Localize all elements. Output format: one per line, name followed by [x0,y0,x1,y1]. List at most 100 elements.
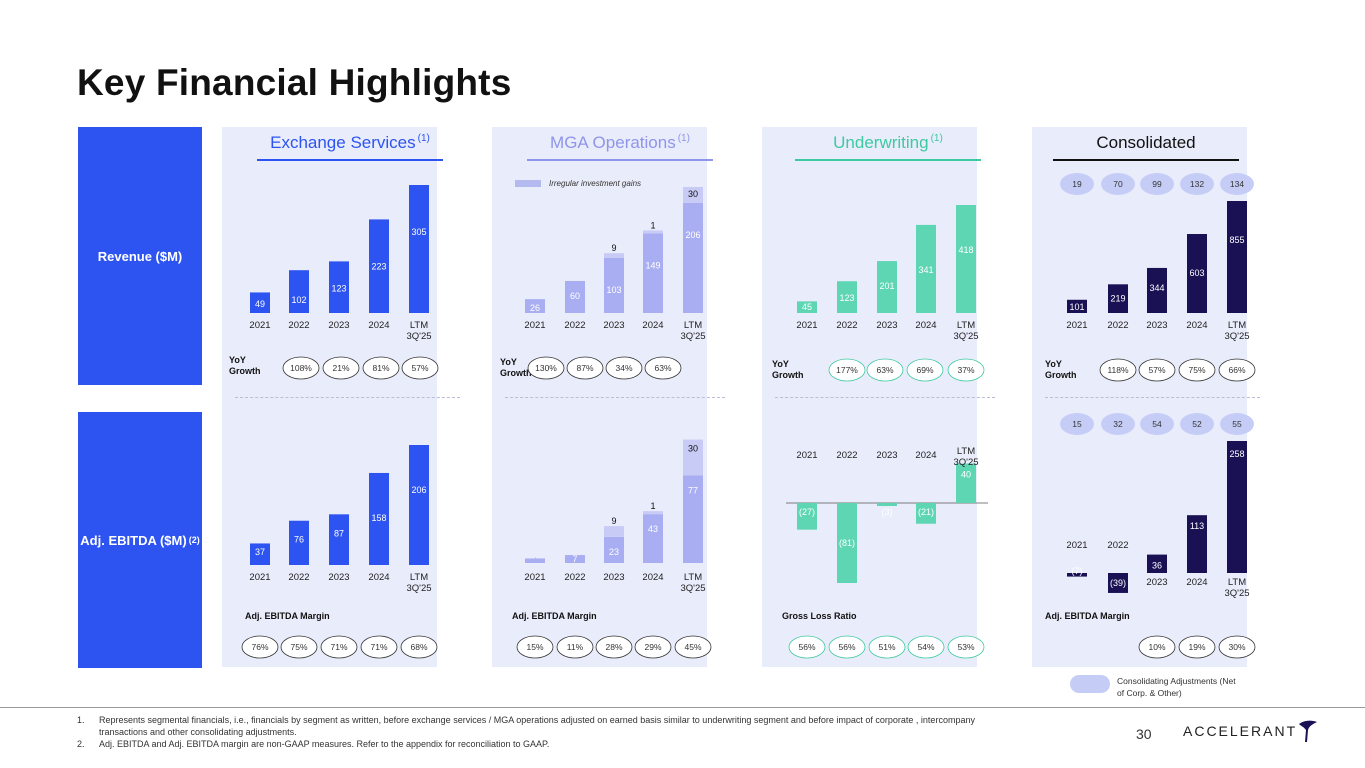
exchange-margin-oval: 71% [360,635,398,659]
mga-ebitda-label: 4 [533,558,537,564]
underwriting-revenue-bar [797,301,817,313]
exchange-category-label: 3Q'25 [406,583,431,594]
consolidated-yoy-oval: 66% [1218,358,1256,382]
exchange-ebitda-label: 76 [294,535,304,545]
mga-irregular-label: 9 [611,243,616,253]
consolidated-ebitda-adjustment-oval-text: 54 [1152,419,1162,429]
consolidated-category-label: 2022 [1107,320,1128,331]
exchange-margin-oval-shape [241,635,279,659]
mga-revenue-bar [683,203,703,313]
exchange-margin-oval-text: 71% [370,642,387,652]
mga-revenue-label: 103 [606,285,621,295]
underwriting-category-label: 2023 [876,450,897,461]
exchange-margin-oval-shape [400,635,438,659]
exchange-separator [235,397,460,398]
exchange-yoy-oval-text: 57% [411,363,428,373]
page-title: Key Financial Highlights [77,62,512,103]
exchange-revenue-label: 102 [291,295,306,305]
mga-ebitda-bar [525,558,545,563]
consolidated-ebitda-label: 113 [1190,521,1204,531]
consolidated-ebitda-adjustment-oval-shape [1140,413,1174,435]
underwriting-ebitda-label: 40 [961,469,971,479]
underwriting-ebitda-bar [797,503,817,530]
footer-divider [0,707,1365,708]
underwriting-yoy-oval-text: 37% [957,365,974,375]
exchange-yoy-oval: 108% [282,356,320,380]
exchange-category-label: 2022 [288,320,309,331]
consolidated-yoy-oval-text: 57% [1148,365,1165,375]
consolidated-category-label: LTM [1228,320,1246,331]
consolidated-yoy-oval: 118% [1099,358,1137,382]
underwriting-margin-oval: 53% [947,635,985,659]
mga-revenue-label: 60 [570,291,580,301]
consolidated-ebitda-adjustment-oval: 15 [1060,413,1094,435]
exchange-title: Exchange Services [270,133,416,152]
underwriting-ebitda-label: (81) [839,538,855,548]
irregular-gains-legend: Irregular investment gains [515,179,641,188]
consolidated-revenue-label: 219 [1110,293,1125,303]
consolidated-adjustment-oval-shape [1101,173,1135,195]
mga-yoy-oval: 34% [605,356,643,380]
exchange-category-label: 3Q'25 [406,331,431,342]
underwriting-category-label: 3Q'25 [953,457,978,468]
mga-yoy-oval: 87% [566,356,604,380]
consolidated-ebitda-adjustment-oval: 32 [1101,413,1135,435]
ebitda-row-label: Adj. EBITDA ($M) (2) [78,412,202,668]
exchange-yoy-label: YoY Growth [229,355,261,376]
exchange-category-label: 2021 [249,572,270,583]
mga-category-label: 3Q'25 [680,583,705,594]
mga-yoy-oval-text: 130% [535,363,557,373]
exchange-yoy-oval: 21% [322,356,360,380]
mga-yoy-oval-shape [644,356,682,380]
consolidated-margin-oval-text: 30% [1228,642,1245,652]
ebitda-footnote-ref: (2) [188,535,200,545]
exchange-category-label: LTM [410,320,428,331]
mga-category-label: 3Q'25 [680,331,705,342]
consolidated-yoy-oval-shape [1178,358,1216,382]
consolidated-yoy-oval: 75% [1178,358,1216,382]
mga-category-label: 2024 [642,320,663,331]
exchange-yoy-oval-text: 21% [332,363,349,373]
legend-text: Irregular investment gains [549,179,642,188]
consolidated-ebitda-label: (39) [1110,578,1126,588]
consolidated-ebitda-adjustment-oval-text: 15 [1072,419,1082,429]
underwriting-category-label: LTM [957,446,975,457]
exchange-ebitda-label: 37 [255,547,265,557]
mga-margin-oval-text: 11% [567,642,584,652]
consolidated-adjustment-oval-shape [1220,173,1254,195]
underwriting-margin-oval: 56% [788,635,826,659]
consolidating-legend-text: Consolidating Adjustments (Net of Corp. … [1117,676,1236,698]
exchange-yoy-oval: 81% [362,356,400,380]
consolidated-margin-oval: 30% [1218,635,1256,659]
mga-margin-oval-shape [595,635,633,659]
consolidated-yoy-oval-text: 118% [1107,365,1129,375]
underwriting-category-label: 3Q'25 [953,331,978,342]
mga-ebitda-bar [683,475,703,563]
exchange-chart: 492021102202212320232232024305LTM3Q'2510… [241,185,439,659]
revenue-label-text: Revenue ($M) [97,248,183,264]
exchange-revenue-bar [289,270,309,313]
consolidated-category-label: 3Q'25 [1224,331,1249,342]
underwriting-revenue-label: 418 [958,245,973,255]
mga-yoy-oval-shape [605,356,643,380]
exchange-category-label: 2023 [328,320,349,331]
underwriting-title: Underwriting [833,133,929,152]
consolidated-yoy-oval-text: 75% [1188,365,1205,375]
underwriting-margin-oval-text: 51% [878,642,895,652]
underwriting-revenue-bar [916,224,936,313]
exchange-ebitda-bar [329,514,349,565]
exchange-revenue-bar [409,185,429,313]
underwriting-yoy-oval-text: 63% [876,365,893,375]
consolidated-ebitda-label: 258 [1229,449,1244,459]
mga-header: MGA Operations (1) [527,133,713,161]
exchange-margin-oval-text: 76% [251,642,268,652]
underwriting-revenue-label: 341 [918,265,933,275]
consolidated-revenue-bar [1067,299,1087,313]
exchange-margin-oval-shape [320,635,358,659]
mga-category-label: 2022 [564,320,585,331]
consolidated-category-label: 2023 [1146,577,1167,588]
consolidated-adjustment-oval-shape [1180,173,1214,195]
mga-margin-oval-text: 29% [644,642,661,652]
underwriting-margin-oval-shape [868,635,906,659]
consolidated-ebitda-adjustment-oval: 54 [1140,413,1174,435]
